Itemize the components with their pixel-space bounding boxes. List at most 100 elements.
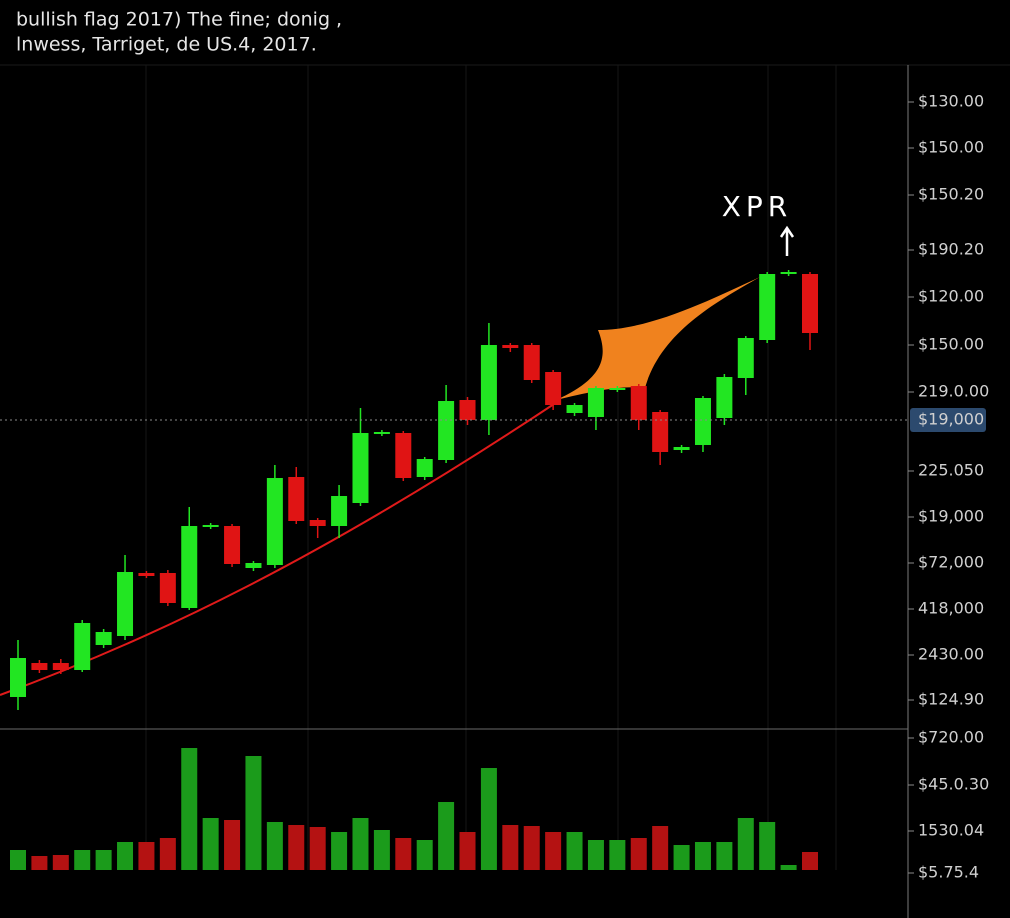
- vertical-grid: [145, 65, 837, 870]
- candle-body: [630, 386, 647, 420]
- y-tick-label: $19,000: [918, 507, 984, 526]
- candle-body: [181, 526, 198, 608]
- trend-line: [0, 399, 561, 696]
- volume-bar: [373, 830, 390, 870]
- candle-body: [587, 388, 604, 417]
- volume-bar: [480, 768, 497, 870]
- candle-body: [288, 477, 305, 521]
- volume-bar: [181, 748, 198, 870]
- y-tick-label: $130.00: [918, 92, 984, 111]
- candle-body: [159, 573, 176, 603]
- volume-bar: [630, 838, 647, 870]
- volume-bar: [245, 756, 262, 870]
- volume-bar: [716, 842, 733, 870]
- volume-tick-label: $720.00: [918, 728, 984, 747]
- volume-bar: [502, 825, 519, 870]
- volume-bar: [566, 832, 583, 870]
- candle-body: [502, 345, 519, 348]
- volume-bar: [266, 822, 283, 870]
- candle-body: [673, 447, 690, 450]
- candle-body: [652, 412, 669, 452]
- candle-body: [438, 401, 455, 460]
- candle-body: [545, 372, 562, 405]
- volume-bar: [309, 827, 326, 870]
- volume-bar: [117, 842, 134, 870]
- candle-body: [52, 663, 69, 670]
- annotation: XPR: [722, 190, 793, 223]
- candle-body: [95, 632, 112, 645]
- y-tick-label: 219.0.00: [918, 382, 989, 401]
- volume-bar: [331, 832, 348, 870]
- candle-body: [459, 400, 476, 420]
- y-tick-label: $190.20: [918, 240, 984, 259]
- volume-bar: [780, 865, 797, 870]
- marks: [10, 270, 818, 870]
- volume-bar: [416, 840, 433, 870]
- candle-body: [566, 405, 583, 413]
- price-marker-label: $19,000: [918, 410, 984, 429]
- candle-body: [352, 433, 369, 503]
- volume-bar: [459, 832, 476, 870]
- candle-body: [480, 345, 497, 420]
- candle-body: [780, 272, 797, 274]
- annotation-arrow: [779, 225, 795, 256]
- y-tick-label: $124.90: [918, 690, 984, 709]
- volume-bar: [395, 838, 412, 870]
- y-tick-label: 418,000: [918, 599, 984, 618]
- candle-body: [609, 388, 626, 390]
- y-tick-label: 2430.00: [918, 645, 984, 664]
- chart-subtitle: lnwess, Tarriget, de US.4, 2017.: [16, 34, 317, 56]
- y-tick-label: $150.00: [918, 138, 984, 157]
- candle-body: [523, 345, 540, 380]
- volume-bar: [288, 825, 305, 870]
- volume-tick-label: 1530.04: [918, 821, 984, 840]
- volume-bar: [159, 838, 176, 870]
- volume-bar: [202, 818, 219, 870]
- candle-body: [802, 274, 818, 333]
- volume-bar: [95, 850, 112, 870]
- price-marker-box: [910, 408, 986, 432]
- candle-body: [138, 573, 155, 576]
- volume-bar: [673, 845, 690, 870]
- candle-body: [395, 433, 412, 478]
- candle-body: [331, 496, 348, 526]
- flag-arrow: [556, 277, 760, 400]
- volume-bar: [694, 842, 711, 870]
- candle-body: [117, 572, 134, 636]
- candle-body: [309, 520, 326, 526]
- volume-bar: [10, 850, 26, 870]
- y-tick-label: $150.00: [918, 335, 984, 354]
- y-tick-label: $120.00: [918, 287, 984, 306]
- y-tick-label: $72,000: [918, 553, 984, 572]
- candle-body: [373, 432, 390, 434]
- candle-body: [74, 623, 91, 670]
- candle-body: [416, 459, 433, 477]
- volume-bar: [138, 842, 155, 870]
- candle-body: [245, 563, 262, 568]
- volume-bar: [74, 850, 91, 870]
- volume-bar: [352, 818, 369, 870]
- volume-bar: [587, 840, 604, 870]
- candle-body: [31, 663, 48, 670]
- candle-body: [266, 478, 283, 565]
- volume-bar: [759, 822, 776, 870]
- volume-bar: [31, 856, 48, 870]
- volume-bar: [52, 855, 69, 870]
- candle-body: [759, 274, 776, 340]
- candle-body: [224, 526, 241, 564]
- volume-tick-label: $5.75.4: [918, 863, 979, 882]
- candle-body: [737, 338, 754, 378]
- volume-bar: [652, 826, 669, 870]
- volume-bar: [737, 818, 754, 870]
- volume-bar: [224, 820, 241, 870]
- y-tick-label: $150.20: [918, 185, 984, 204]
- volume-bar: [523, 826, 540, 870]
- volume-bar: [802, 852, 818, 870]
- volume-tick-label: $45.0.30: [918, 775, 989, 794]
- volume-bar: [545, 832, 562, 870]
- volume-bar: [609, 840, 626, 870]
- candle-body: [10, 658, 26, 697]
- volume-bar: [438, 802, 455, 870]
